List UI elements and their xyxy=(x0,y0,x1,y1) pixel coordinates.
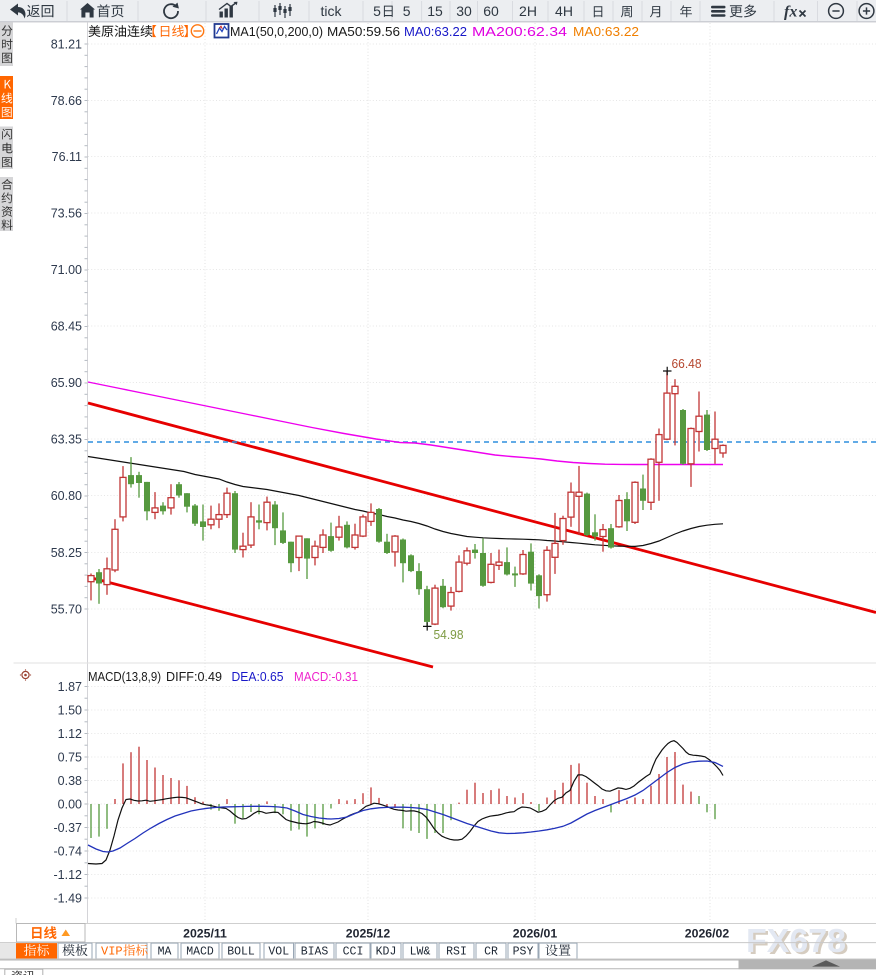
svg-text:-0.74: -0.74 xyxy=(54,844,83,858)
svg-text:1.50: 1.50 xyxy=(58,703,82,717)
svg-text:CR: CR xyxy=(484,946,498,959)
svg-text:MA: MA xyxy=(158,946,172,959)
svg-text:RSI: RSI xyxy=(446,946,467,959)
svg-text:KDJ: KDJ xyxy=(376,946,397,959)
svg-text:FX678: FX678 xyxy=(746,922,846,959)
svg-text:0.00: 0.00 xyxy=(58,797,82,811)
svg-text:55.70: 55.70 xyxy=(51,602,82,616)
svg-text:LW&: LW& xyxy=(410,946,431,959)
svg-text:VOL: VOL xyxy=(268,946,289,959)
svg-text:73.56: 73.56 xyxy=(51,206,82,220)
svg-text:1.87: 1.87 xyxy=(58,680,82,694)
svg-text:-1.12: -1.12 xyxy=(54,868,83,882)
svg-text:MACD(13,8,9): MACD(13,8,9) xyxy=(88,670,161,684)
svg-text:71.00: 71.00 xyxy=(51,263,82,277)
svg-text:BOLL: BOLL xyxy=(227,946,255,959)
svg-text:2025/11: 2025/11 xyxy=(183,927,227,941)
svg-text:78.66: 78.66 xyxy=(51,94,82,108)
svg-text:-1.49: -1.49 xyxy=(54,891,83,905)
svg-text:0.75: 0.75 xyxy=(58,750,82,764)
svg-text:1.12: 1.12 xyxy=(58,727,82,741)
svg-text:MA200:62.34: MA200:62.34 xyxy=(472,24,567,39)
svg-text:58.25: 58.25 xyxy=(51,546,82,560)
svg-text:4H: 4H xyxy=(555,3,573,19)
svg-text:MACD: MACD xyxy=(186,946,214,959)
svg-text:5: 5 xyxy=(403,3,411,19)
svg-text:76.11: 76.11 xyxy=(52,150,82,164)
svg-text:0.38: 0.38 xyxy=(58,774,82,788)
svg-text:54.98: 54.98 xyxy=(434,628,464,642)
svg-text:MA1(50,0,200,0): MA1(50,0,200,0) xyxy=(230,24,323,39)
svg-text:PSY: PSY xyxy=(513,946,534,959)
svg-text:2025/12: 2025/12 xyxy=(346,927,391,941)
svg-text:CCI: CCI xyxy=(343,946,364,959)
svg-text:60.80: 60.80 xyxy=(51,489,82,503)
svg-text:MACD:-0.31: MACD:-0.31 xyxy=(294,670,358,684)
svg-text:MA50:59.56: MA50:59.56 xyxy=(327,24,400,39)
svg-text:65.90: 65.90 xyxy=(51,376,82,390)
svg-text:fx: fx xyxy=(784,4,797,21)
svg-text:63.35: 63.35 xyxy=(51,432,82,446)
svg-text:30: 30 xyxy=(456,3,472,19)
svg-text:DIFF:0.49: DIFF:0.49 xyxy=(166,670,222,684)
svg-text:15: 15 xyxy=(427,3,443,19)
svg-text:2026/02: 2026/02 xyxy=(685,927,730,941)
svg-text:BIAS: BIAS xyxy=(301,946,329,959)
svg-text:MA0:63.22: MA0:63.22 xyxy=(573,24,639,39)
svg-text:2026/01: 2026/01 xyxy=(513,927,558,941)
svg-text:81.21: 81.21 xyxy=(51,37,82,51)
svg-text:68.45: 68.45 xyxy=(51,319,82,333)
svg-text:VIP: VIP xyxy=(101,945,123,959)
svg-text:5: 5 xyxy=(373,3,381,19)
svg-text:-0.37: -0.37 xyxy=(54,821,83,835)
svg-text:60: 60 xyxy=(483,3,499,19)
svg-text:MA0:63.22: MA0:63.22 xyxy=(404,24,467,39)
svg-text:2H: 2H xyxy=(519,3,537,19)
svg-text:66.48: 66.48 xyxy=(672,357,702,371)
svg-text:DEA:0.65: DEA:0.65 xyxy=(232,670,284,684)
svg-text:tick: tick xyxy=(321,3,343,19)
